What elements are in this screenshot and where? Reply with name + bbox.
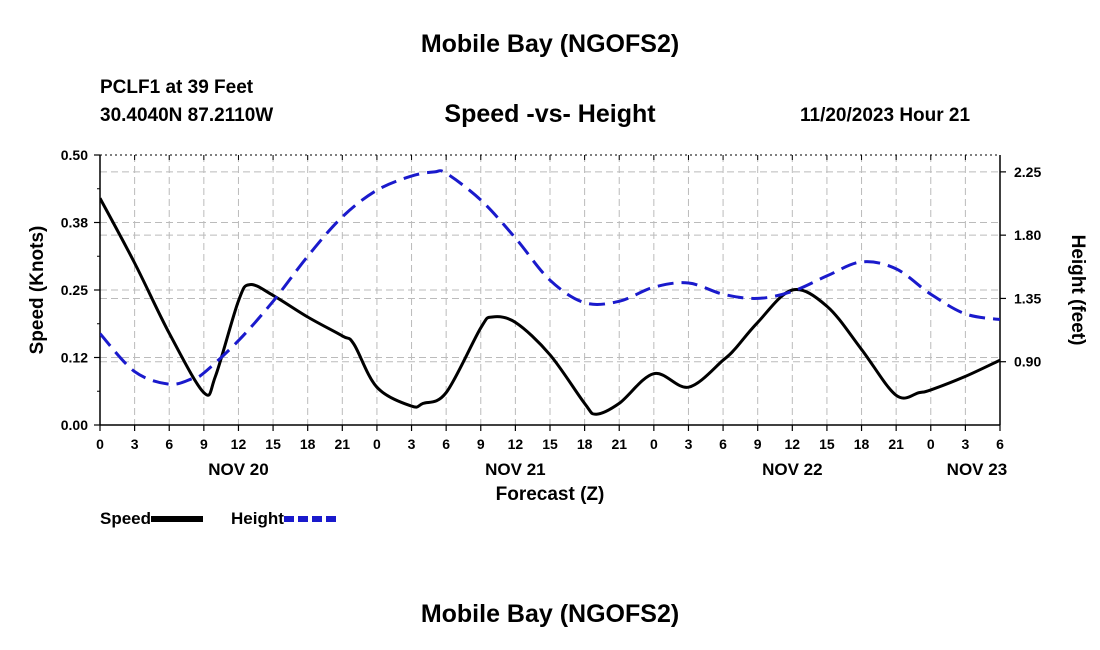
x-tick-label: 21 <box>335 436 351 452</box>
x-tick-label: 6 <box>719 436 727 452</box>
x-tick-label: 12 <box>231 436 247 452</box>
y2-axis-label: Height (feet) <box>1067 235 1088 346</box>
y-tick-label: 0.25 <box>61 282 88 298</box>
y-tick-label: 0.12 <box>61 350 88 366</box>
x-tick-label: 0 <box>96 436 104 452</box>
legend-height-label: Height <box>231 509 284 528</box>
x-tick-label: 6 <box>996 436 1004 452</box>
x-tick-label: 9 <box>754 436 762 452</box>
x-tick-label: 9 <box>477 436 485 452</box>
x-date-label: NOV 21 <box>485 460 545 479</box>
y2-tick-label: 1.35 <box>1014 290 1041 306</box>
legend-speed-label: Speed <box>100 509 152 528</box>
x-tick-label: 12 <box>508 436 524 452</box>
coordinates-label: 30.4040N 87.2110W <box>100 105 274 126</box>
station-label: PCLF1 at 39 Feet <box>100 77 254 98</box>
chart-subtitle: Speed -vs- Height <box>444 100 656 128</box>
x-tick-label: 15 <box>265 436 281 452</box>
x-tick-label: 18 <box>854 436 870 452</box>
x-tick-label: 15 <box>542 436 558 452</box>
x-tick-label: 3 <box>131 436 139 452</box>
x-tick-label: 18 <box>300 436 316 452</box>
y2-tick-label: 2.25 <box>1014 164 1041 180</box>
x-tick-label: 15 <box>819 436 835 452</box>
x-tick-label: 6 <box>165 436 173 452</box>
chart-main-title: Mobile Bay (NGOFS2) <box>420 30 680 58</box>
x-date-label: NOV 23 <box>947 460 1007 479</box>
legend-height-swatch <box>283 516 336 522</box>
x-tick-label: 12 <box>785 436 801 452</box>
y-tick-label: 0.50 <box>61 147 88 163</box>
height-series-line <box>100 169 1000 386</box>
x-tick-label: 18 <box>577 436 593 452</box>
x-tick-label: 0 <box>373 436 381 452</box>
x-tick-label: 3 <box>408 436 416 452</box>
y2-tick-label: 1.80 <box>1014 227 1041 243</box>
forecast-datetime: 11/20/2023 Hour 21 <box>800 105 971 126</box>
footer-title: Mobile Bay (NGOFS2) <box>420 600 680 628</box>
x-axis-label: Forecast (Z) <box>496 484 605 505</box>
speed-series-line <box>100 197 1000 416</box>
x-tick-label: 21 <box>888 436 904 452</box>
x-tick-label: 9 <box>200 436 208 452</box>
y-axis-label: Speed (Knots) <box>27 226 48 355</box>
x-tick-label: 6 <box>442 436 450 452</box>
legend-speed-swatch <box>151 516 204 522</box>
x-date-label: NOV 22 <box>762 460 822 479</box>
x-tick-label: 0 <box>927 436 935 452</box>
legend-speed: Speed <box>100 508 204 530</box>
legend-height: Height <box>231 508 336 530</box>
y-tick-label: 0.38 <box>61 215 88 231</box>
x-tick-label: 3 <box>961 436 969 452</box>
x-tick-label: 21 <box>611 436 627 452</box>
x-tick-label: 0 <box>650 436 658 452</box>
x-tick-label: 3 <box>685 436 693 452</box>
y-tick-label: 0.00 <box>61 417 88 433</box>
y2-tick-label: 0.90 <box>1014 354 1041 370</box>
x-date-label: NOV 20 <box>208 460 268 479</box>
